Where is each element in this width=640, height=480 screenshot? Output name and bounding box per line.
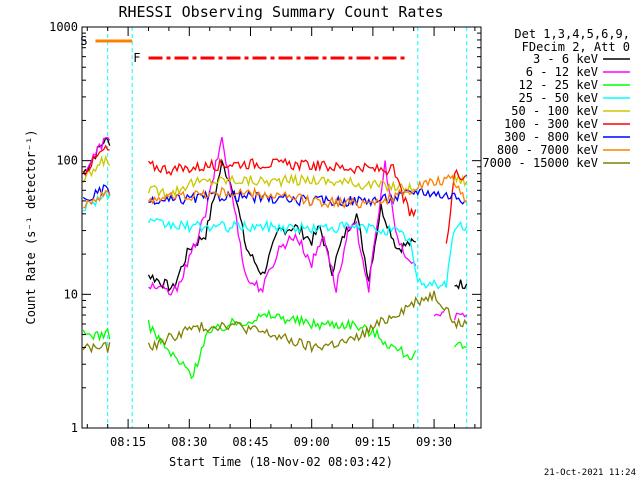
- series-line-6to12keV-3: [453, 312, 468, 321]
- legend-entry-label: 3 - 6 keV: [533, 52, 598, 66]
- legend-entry-label: 50 - 100 keV: [511, 104, 598, 118]
- series-line-3to6keV-2: [454, 279, 468, 290]
- legend-entry-label: 100 - 300 keV: [504, 117, 598, 131]
- series-line-100to300keV-1: [147, 157, 417, 218]
- y-tick-label-1000: 1000: [49, 20, 78, 34]
- flag-label-s: S: [80, 34, 87, 48]
- series-line-50to100keV-2: [453, 172, 468, 187]
- series-line-6to12keV-0: [82, 136, 111, 177]
- series-line-7000to15000keV-0: [82, 341, 111, 354]
- legend-entry-label: 25 - 50 keV: [519, 91, 598, 105]
- x-tick-label-08:30: 08:30: [171, 435, 207, 449]
- x-tick-label-08:15: 08:15: [110, 435, 146, 449]
- series-line-800to7000keV-0: [82, 189, 111, 209]
- series-line-12to25keV-2: [454, 341, 467, 350]
- y-tick-label-100: 100: [56, 154, 78, 168]
- flag-label-f: F: [133, 51, 140, 65]
- legend: Det 1,3,4,5,6,9,FDecim 2, Att 03 - 6 keV…: [482, 27, 630, 170]
- legend-entry-label: 12 - 25 keV: [519, 78, 598, 92]
- legend-entry-label: 7000 - 15000 keV: [482, 156, 598, 170]
- legend-header-line: Det 1,3,4,5,6,9,: [514, 27, 630, 41]
- series-line-6to12keV-1: [148, 136, 417, 296]
- legend-entry-label: 300 - 800 keV: [504, 130, 598, 144]
- x-axis-label: Start Time (18-Nov-02 08:03:42): [169, 455, 393, 469]
- series-line-7000to15000keV-1: [147, 290, 468, 354]
- series-line-12to25keV-1: [147, 308, 417, 380]
- series-line-800to7000keV-1: [147, 173, 468, 209]
- series-line-100to300keV-2: [445, 168, 468, 244]
- series-line-6to12keV-2: [433, 310, 445, 317]
- x-tick-label-09:15: 09:15: [355, 435, 391, 449]
- plot-area: SF: [80, 27, 468, 428]
- legend-entry-label: 800 - 7000 keV: [497, 143, 598, 157]
- series-line-300to800keV-0: [82, 184, 111, 202]
- series-line-50to100keV-1: [147, 173, 417, 199]
- footer-timestamp: 21-Oct-2021 11:24: [544, 468, 636, 478]
- legend-header-line: FDecim 2, Att 0: [522, 40, 630, 54]
- series-line-100to300keV-0: [82, 144, 110, 176]
- x-tick-label-09:30: 09:30: [416, 435, 452, 449]
- y-tick-label-10: 10: [64, 287, 78, 301]
- x-tick-label-08:45: 08:45: [232, 435, 268, 449]
- series-line-12to25keV-0: [82, 327, 111, 342]
- axes-frame: [81, 26, 482, 429]
- legend-entry-label: 6 - 12 keV: [526, 65, 598, 79]
- series-line-50to100keV-0: [82, 154, 111, 183]
- axes: 1 10 100 1000 08:15 08:30 08:45 09:00 09:15 09:30: [49, 20, 482, 449]
- chart-title: RHESSI Observing Summary Count Rates: [118, 3, 443, 21]
- series-line-25to50keV-1: [147, 217, 468, 290]
- y-tick-label-1: 1: [71, 421, 78, 435]
- y-axis-label: Count Rate (s⁻¹ detector⁻¹): [24, 129, 38, 324]
- x-tick-label-09:00: 09:00: [294, 435, 330, 449]
